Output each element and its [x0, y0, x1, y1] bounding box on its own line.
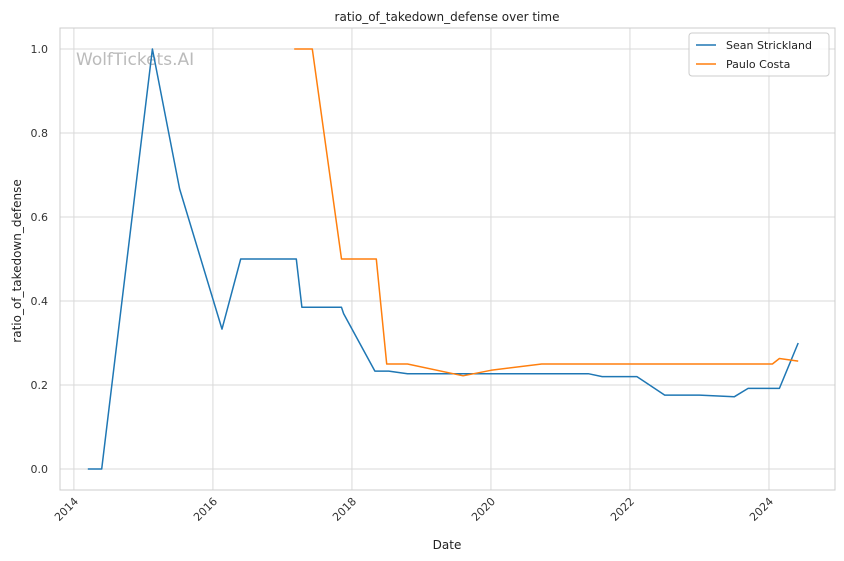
y-tick-label: 1.0	[31, 43, 49, 56]
x-tick-label: 2022	[608, 495, 637, 524]
legend-label: Sean Strickland	[726, 39, 812, 52]
x-axis-label: Date	[433, 538, 462, 552]
x-tick-label: 2024	[747, 495, 776, 524]
y-tick-label: 0.4	[31, 295, 49, 308]
legend: Sean Strickland Paulo Costa	[688, 32, 830, 77]
legend-label: Paulo Costa	[726, 58, 790, 71]
x-tick-label: 2016	[191, 495, 220, 524]
grid-layer	[60, 28, 835, 490]
y-axis-label: ratio_of_takedown_defense	[10, 179, 24, 342]
y-tick-label: 0.2	[31, 379, 49, 392]
plot-frame	[59, 27, 836, 491]
series-layer	[87, 48, 799, 470]
series-line-paulo-costa	[294, 48, 799, 377]
series-line-sean-strickland	[87, 48, 799, 470]
x-tick-label: 2014	[52, 495, 81, 524]
y-tick-label: 0.6	[31, 211, 49, 224]
x-tick-label: 2018	[330, 495, 359, 524]
legend-box	[688, 32, 830, 77]
y-tick-label: 0.8	[31, 127, 49, 140]
y-tick-label: 0.0	[31, 463, 49, 476]
chart-title: ratio_of_takedown_defense over time	[335, 10, 560, 24]
watermark: WolfTickets.AI	[76, 50, 194, 70]
tick-layer: 2014 2016 2018 2020 2022 2024 0.0 0.2 0.4 0.6 0.8 1…	[31, 43, 777, 524]
x-tick-label: 2020	[469, 495, 498, 524]
